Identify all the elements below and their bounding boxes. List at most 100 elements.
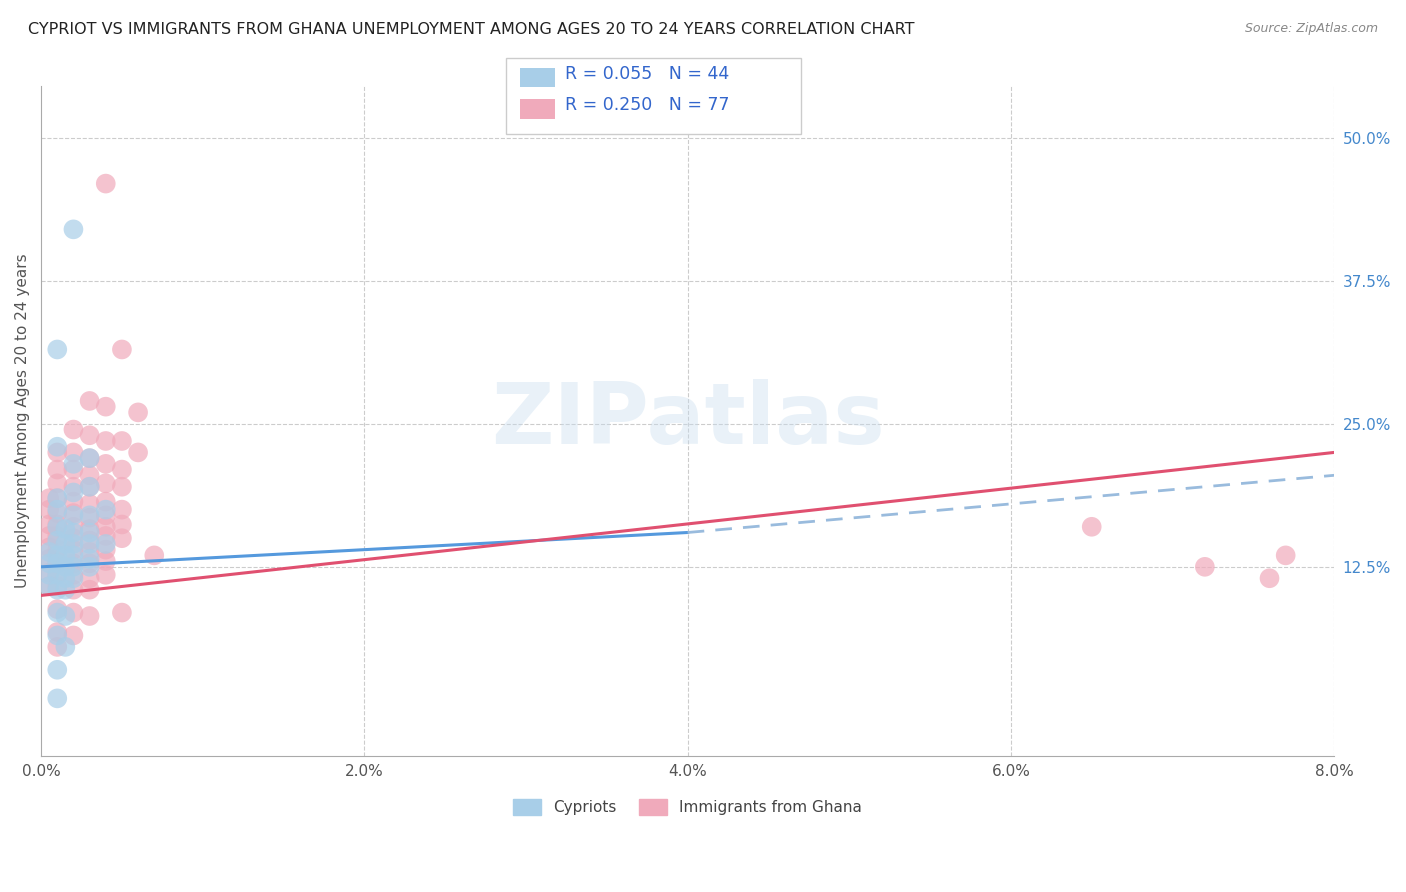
Text: CYPRIOT VS IMMIGRANTS FROM GHANA UNEMPLOYMENT AMONG AGES 20 TO 24 YEARS CORRELAT: CYPRIOT VS IMMIGRANTS FROM GHANA UNEMPLO… <box>28 22 915 37</box>
Point <box>53 582 76 597</box>
Point <box>79 571 101 585</box>
Point <box>62 462 84 476</box>
Point <box>46 542 69 557</box>
Point <box>62 457 84 471</box>
Point <box>38 566 60 580</box>
Point <box>94 554 117 568</box>
Point <box>111 480 134 494</box>
Point <box>1080 520 1102 534</box>
Point <box>94 567 117 582</box>
Point <box>62 508 84 523</box>
Point <box>79 480 101 494</box>
Point <box>62 445 84 459</box>
Point <box>46 491 69 505</box>
Point <box>79 428 101 442</box>
Point <box>38 579 60 593</box>
Point <box>62 531 84 545</box>
Point <box>46 440 69 454</box>
Point <box>1274 549 1296 563</box>
Text: ZIPatlas: ZIPatlas <box>491 379 884 462</box>
Point <box>94 502 117 516</box>
Point <box>94 476 117 491</box>
Point <box>79 551 101 566</box>
Point <box>46 549 69 563</box>
Point <box>38 567 60 582</box>
Point <box>46 506 69 520</box>
Point <box>62 542 84 557</box>
Point <box>94 520 117 534</box>
Point <box>38 557 60 571</box>
Point <box>79 533 101 548</box>
Point <box>46 491 69 505</box>
Point <box>46 445 69 459</box>
Point <box>46 533 69 548</box>
Point <box>79 525 101 540</box>
Point <box>79 480 101 494</box>
Point <box>79 468 101 483</box>
Point <box>38 541 60 555</box>
Point <box>46 582 69 597</box>
Point <box>62 549 84 563</box>
Point <box>79 393 101 408</box>
Point <box>53 571 76 585</box>
Point <box>1258 571 1281 585</box>
Point <box>46 625 69 640</box>
Point <box>53 522 76 536</box>
Point <box>46 602 69 616</box>
Point <box>94 457 117 471</box>
Point <box>62 559 84 574</box>
Legend: Cypriots, Immigrants from Ghana: Cypriots, Immigrants from Ghana <box>508 793 868 822</box>
Point <box>46 476 69 491</box>
Point <box>79 522 101 536</box>
Point <box>127 405 149 419</box>
Point <box>111 343 134 357</box>
Point <box>62 557 84 571</box>
Point <box>94 542 117 557</box>
Point <box>62 423 84 437</box>
Point <box>46 529 69 543</box>
Point <box>94 434 117 448</box>
Point <box>38 529 60 543</box>
Point <box>94 400 117 414</box>
Point <box>62 525 84 540</box>
Point <box>46 520 69 534</box>
Point <box>38 491 60 505</box>
Point <box>46 640 69 654</box>
Point <box>79 537 101 551</box>
Point <box>62 582 84 597</box>
Point <box>46 628 69 642</box>
Point <box>79 508 101 523</box>
Point <box>46 579 69 593</box>
Point <box>1194 559 1216 574</box>
Point <box>111 502 134 516</box>
Point <box>46 663 69 677</box>
Point <box>79 557 101 571</box>
Point <box>94 177 117 191</box>
Point <box>53 537 76 551</box>
Point <box>38 579 60 593</box>
Point <box>143 549 166 563</box>
Point <box>53 640 76 654</box>
Point <box>46 462 69 476</box>
Point <box>46 567 69 582</box>
Point <box>46 502 69 516</box>
Point <box>62 571 84 585</box>
Point <box>79 451 101 466</box>
Point <box>79 545 101 559</box>
Point <box>46 343 69 357</box>
Point <box>38 517 60 532</box>
Point <box>94 537 117 551</box>
Point <box>94 529 117 543</box>
Y-axis label: Unemployment Among Ages 20 to 24 years: Unemployment Among Ages 20 to 24 years <box>15 253 30 589</box>
Point <box>127 445 149 459</box>
Point <box>38 545 60 559</box>
Point <box>62 222 84 236</box>
Point <box>62 480 84 494</box>
Point <box>46 557 69 571</box>
Point <box>79 451 101 466</box>
Point <box>46 554 69 568</box>
Point <box>62 628 84 642</box>
Point <box>62 494 84 508</box>
Point <box>94 508 117 523</box>
Point <box>79 609 101 624</box>
